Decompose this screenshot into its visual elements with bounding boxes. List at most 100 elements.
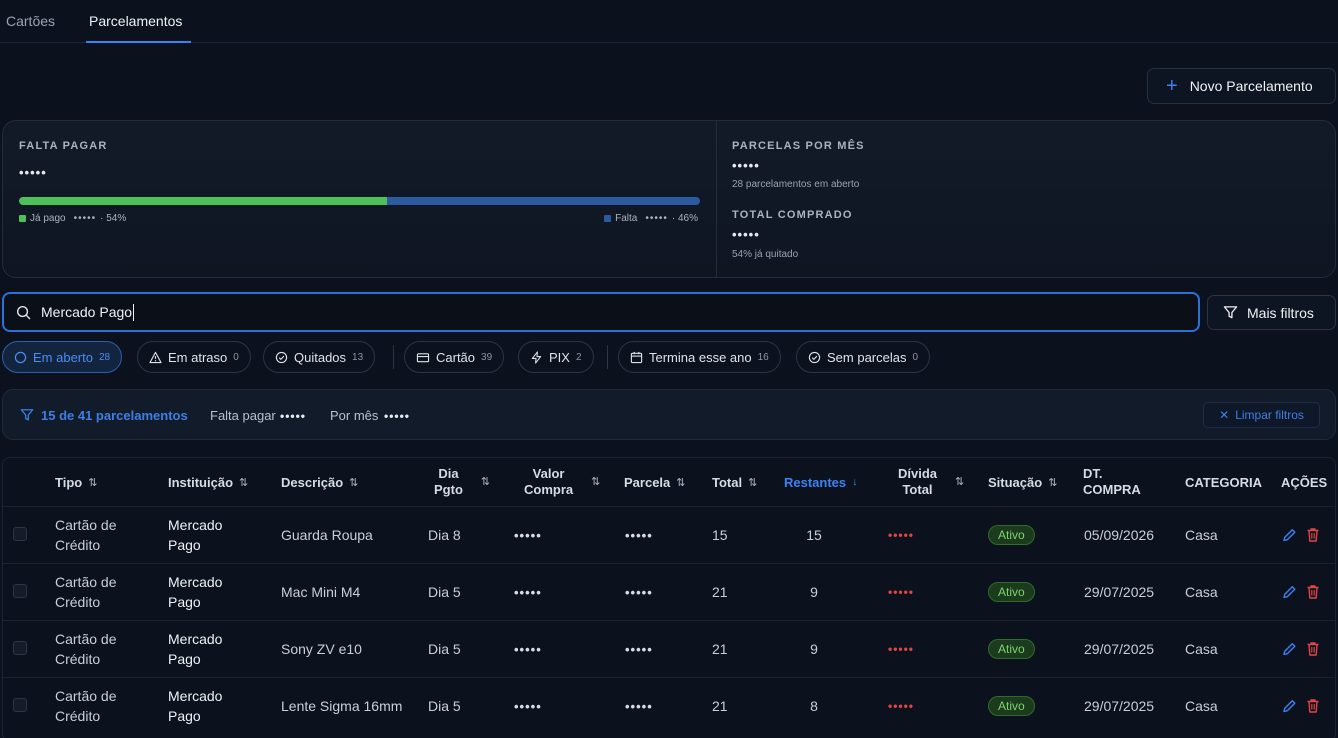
due-legend-label: Falta xyxy=(615,213,638,224)
cell-parcela: ••••• xyxy=(625,527,653,543)
instituicao-line: Pago xyxy=(168,708,201,724)
sort-icon: ⇅ xyxy=(88,476,98,489)
header-label: Parcela xyxy=(624,474,671,490)
chip-quitados[interactable]: Quitados 13 xyxy=(263,341,376,373)
row-checkbox[interactable] xyxy=(13,584,27,598)
calendar-icon xyxy=(630,351,643,363)
cell-divida-total: ••••• xyxy=(888,699,915,713)
chip-label: PIX xyxy=(549,349,570,365)
header-line: Pgto xyxy=(434,482,463,497)
header-label: Restantes xyxy=(784,474,847,490)
header-label: Tipo xyxy=(55,474,83,490)
cell-restantes: 8 xyxy=(810,698,818,714)
tipo-value: Cartão de Crédito xyxy=(55,629,116,669)
column-header-descricao[interactable]: Descrição ⇅ xyxy=(281,458,358,506)
chip-em-atraso[interactable]: Em atraso 0 xyxy=(137,341,251,373)
row-checkbox[interactable] xyxy=(13,527,27,541)
cell-dia-pgto: Dia 5 xyxy=(428,641,461,657)
clear-filters-button[interactable]: ✕ Limpar filtros xyxy=(1203,402,1320,428)
paid-legend: Já pago ••••• · 54% xyxy=(19,213,126,224)
tab-cartoes[interactable]: Cartões xyxy=(6,13,56,29)
search-input[interactable]: Mercado Pago xyxy=(2,292,1200,332)
cell-categoria: Casa xyxy=(1185,698,1218,714)
chip-termina-esse-ano[interactable]: Termina esse ano 16 xyxy=(618,341,781,373)
trash-icon[interactable] xyxy=(1305,640,1321,658)
edit-icon[interactable] xyxy=(1281,526,1297,544)
cell-categoria: Casa xyxy=(1185,641,1218,657)
due-swatch xyxy=(604,215,612,222)
cell-descricao: Lente Sigma 16mm xyxy=(281,698,403,714)
new-installment-button[interactable]: + Novo Parcelamento xyxy=(1147,68,1336,104)
edit-icon[interactable] xyxy=(1281,640,1297,658)
header-line: Compra xyxy=(524,482,574,497)
warning-icon xyxy=(149,351,162,363)
more-filters-label: Mais filtros xyxy=(1247,304,1314,321)
column-header-valor-compra[interactable]: Valor Compra ⇅ xyxy=(524,458,600,506)
sort-icon: ⇅ xyxy=(1048,476,1058,489)
paid-legend-pct: · 54% xyxy=(100,213,127,224)
tab-bar: Cartões Parcelamentos xyxy=(0,0,1338,43)
header-line: Dia xyxy=(438,466,459,481)
status-badge: Ativo xyxy=(988,696,1035,716)
column-header-tipo[interactable]: Tipo ⇅ xyxy=(55,458,97,506)
falta-pagar-filter-label: Falta pagar xyxy=(210,408,276,423)
instituicao-value: Mercado Pago xyxy=(168,572,222,612)
tipo-line: Crédito xyxy=(55,537,101,553)
trash-icon[interactable] xyxy=(1305,697,1321,715)
cell-parcela: ••••• xyxy=(625,641,653,657)
column-header-parcela[interactable]: Parcela ⇅ xyxy=(624,458,685,506)
tipo-value: Cartão de Crédito xyxy=(55,572,116,612)
row-checkbox[interactable] xyxy=(13,698,27,712)
tipo-line: Cartão de xyxy=(55,631,117,647)
edit-icon[interactable] xyxy=(1281,697,1297,715)
cell-dt-compra: 29/07/2025 xyxy=(1084,698,1155,714)
tipo-value: Cartão de Crédito xyxy=(55,515,116,555)
column-header-divida-total[interactable]: Dívida Total ⇅ xyxy=(898,458,964,506)
column-header-restantes[interactable]: Restantes ↓ xyxy=(784,458,858,506)
column-header-instituicao[interactable]: Instituição ⇅ xyxy=(168,458,248,506)
column-header-categoria: CATEGORIA xyxy=(1185,458,1262,506)
tipo-value: Cartão de Crédito xyxy=(55,686,116,726)
table-row[interactable]: Cartão de Crédito Mercado Pago Lente Sigma… xyxy=(3,677,1335,734)
total-comprado-label: TOTAL COMPRADO xyxy=(732,209,853,221)
instituicao-value: Mercado Pago xyxy=(168,686,222,726)
chip-cartao[interactable]: Cartão 39 xyxy=(404,341,505,373)
table-row[interactable]: Cartão de Crédito Mercado Pago Guarda Roup… xyxy=(3,506,1335,563)
credit-card-icon xyxy=(416,352,430,362)
chip-sem-parcelas[interactable]: Sem parcelas 0 xyxy=(796,341,931,373)
trash-icon[interactable] xyxy=(1305,583,1321,601)
table-row[interactable]: Cartão de Crédito Mercado Pago Mac Mini M4… xyxy=(3,563,1335,620)
cell-situacao: Ativo xyxy=(988,621,1035,677)
column-header-total[interactable]: Total ⇅ xyxy=(712,458,757,506)
table-row[interactable]: Cartão de Crédito Mercado Pago Sony ZV e10… xyxy=(3,620,1335,677)
cell-dia-pgto: Dia 5 xyxy=(428,584,461,600)
cell-dia-pgto: Dia 8 xyxy=(428,527,461,543)
chip-count: 39 xyxy=(481,351,493,363)
instituicao-line: Pago xyxy=(168,537,201,553)
row-checkbox[interactable] xyxy=(13,641,27,655)
cell-divida-total: ••••• xyxy=(888,642,915,656)
cell-restantes: 9 xyxy=(810,584,818,600)
edit-icon[interactable] xyxy=(1281,583,1297,601)
chip-label: Sem parcelas xyxy=(827,349,907,365)
header-label: Instituição xyxy=(168,474,234,490)
column-header-dt-compra[interactable]: DT. COMPRA xyxy=(1083,458,1141,506)
parcelas-mes-label: PARCELAS POR MÊS xyxy=(732,140,865,152)
chip-em-aberto[interactable]: Em aberto 28 xyxy=(2,341,123,373)
header-line: Valor xyxy=(532,466,565,481)
sort-desc-icon: ↓ xyxy=(852,476,858,488)
header-label: Situação xyxy=(988,474,1043,490)
status-badge: Ativo xyxy=(988,639,1035,659)
cell-categoria: Casa xyxy=(1185,584,1218,600)
column-header-dia-pgto[interactable]: Dia Pgto ⇅ xyxy=(434,458,490,506)
trash-icon[interactable] xyxy=(1305,526,1321,544)
cell-valor-compra: ••••• xyxy=(514,641,542,657)
chip-pix[interactable]: PIX 2 xyxy=(518,341,594,373)
tab-parcelamentos[interactable]: Parcelamentos xyxy=(89,13,183,29)
column-header-situacao[interactable]: Situação ⇅ xyxy=(988,458,1057,506)
cell-tipo: Cartão de Crédito xyxy=(55,507,116,563)
more-filters-button[interactable]: Mais filtros xyxy=(1207,295,1336,330)
chip-count: 16 xyxy=(757,351,769,363)
cell-valor-compra: ••••• xyxy=(514,698,542,714)
cell-situacao: Ativo xyxy=(988,564,1035,620)
